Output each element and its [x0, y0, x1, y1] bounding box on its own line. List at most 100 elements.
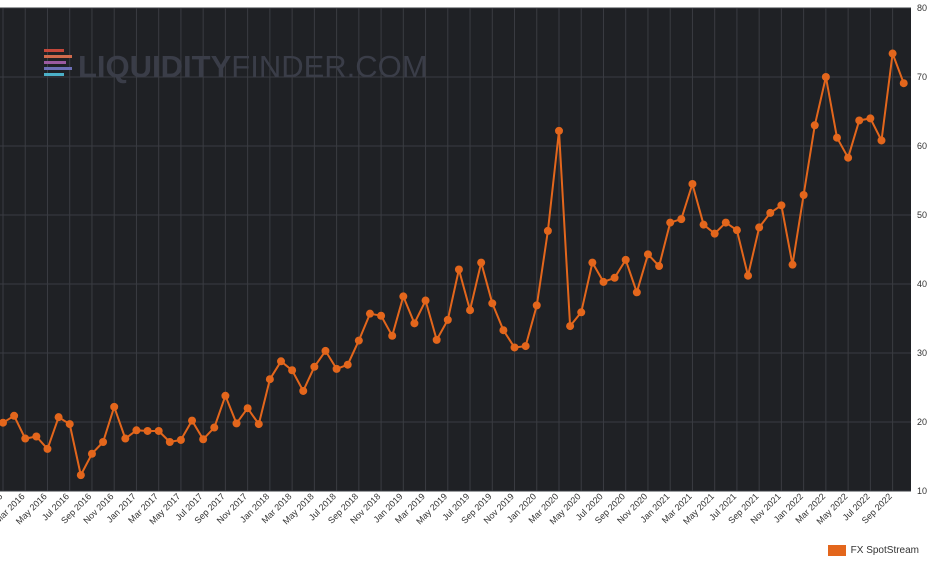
data-point[interactable]	[655, 262, 664, 271]
data-point[interactable]	[521, 342, 530, 351]
data-point[interactable]	[154, 426, 163, 435]
svg-text:LIQUIDITYFINDER.COM: LIQUIDITYFINDER.COM	[78, 49, 428, 84]
data-point[interactable]	[666, 218, 675, 227]
data-point[interactable]	[265, 375, 274, 384]
data-point[interactable]	[454, 265, 463, 274]
data-point[interactable]	[710, 229, 719, 238]
data-point[interactable]	[788, 260, 797, 269]
data-point[interactable]	[354, 336, 363, 345]
data-point[interactable]	[21, 434, 30, 443]
data-point[interactable]	[721, 218, 730, 227]
data-point[interactable]	[599, 277, 608, 286]
data-point[interactable]	[176, 435, 185, 444]
series-fx-spotstream	[0, 49, 908, 480]
data-point[interactable]	[299, 386, 308, 395]
data-point[interactable]	[744, 271, 753, 280]
watermark-text-finder: FINDER	[231, 49, 346, 84]
data-point[interactable]	[343, 360, 352, 369]
data-point[interactable]	[510, 343, 519, 352]
data-point[interactable]	[188, 416, 197, 425]
y-axis: 10 20 30 40 50 60 70 80	[917, 3, 927, 496]
data-point[interactable]	[99, 438, 108, 447]
data-point[interactable]	[688, 179, 697, 188]
data-point[interactable]	[43, 444, 52, 453]
data-point[interactable]	[221, 391, 230, 400]
data-point[interactable]	[143, 426, 152, 435]
data-point[interactable]	[821, 73, 830, 81]
data-point[interactable]	[899, 79, 908, 88]
data-point[interactable]	[210, 423, 219, 432]
data-point[interactable]	[555, 126, 563, 135]
data-point[interactable]	[844, 153, 853, 162]
y-tick-label: 40	[917, 279, 927, 289]
data-point[interactable]	[577, 308, 586, 317]
data-point[interactable]	[643, 250, 652, 259]
data-point[interactable]	[766, 208, 775, 217]
data-point[interactable]	[332, 364, 341, 373]
data-point[interactable]	[0, 418, 7, 427]
data-point[interactable]	[254, 420, 263, 429]
watermark: LIQUIDITYFINDER.COM	[44, 49, 428, 84]
data-point[interactable]	[277, 357, 285, 366]
data-point[interactable]	[410, 319, 419, 328]
data-point[interactable]	[732, 226, 741, 235]
data-point[interactable]	[699, 220, 708, 229]
series-line	[2, 52, 905, 477]
watermark-text-liquidity: LIQUIDITY	[78, 49, 232, 84]
data-point[interactable]	[833, 133, 841, 142]
y-tick-label: 60	[917, 141, 927, 151]
data-point[interactable]	[199, 435, 208, 444]
data-point[interactable]	[877, 136, 886, 145]
data-point[interactable]	[466, 306, 475, 315]
data-point[interactable]	[855, 116, 864, 125]
y-tick-label: 80	[917, 3, 927, 13]
legend-swatch	[827, 545, 846, 556]
data-point[interactable]	[477, 258, 486, 267]
y-tick-label: 70	[917, 72, 927, 82]
data-point[interactable]	[76, 471, 85, 480]
data-point[interactable]	[243, 404, 252, 413]
data-point[interactable]	[121, 434, 130, 443]
data-point[interactable]	[132, 426, 141, 435]
y-tick-label: 50	[917, 210, 927, 220]
data-point[interactable]	[432, 335, 441, 344]
data-point[interactable]	[888, 49, 897, 58]
data-point[interactable]	[632, 288, 641, 297]
data-point[interactable]	[110, 402, 119, 411]
data-point[interactable]	[421, 296, 430, 305]
data-point[interactable]	[543, 226, 552, 235]
y-tick-label: 10	[917, 486, 927, 496]
data-point[interactable]	[588, 258, 597, 267]
data-point[interactable]	[399, 292, 408, 301]
data-point[interactable]	[321, 346, 330, 355]
data-point[interactable]	[288, 366, 297, 375]
data-point[interactable]	[87, 449, 96, 458]
data-point[interactable]	[32, 432, 41, 441]
data-point[interactable]	[566, 322, 575, 331]
data-point[interactable]	[310, 362, 319, 371]
data-point[interactable]	[610, 273, 619, 282]
data-point[interactable]	[677, 215, 686, 224]
data-point[interactable]	[10, 411, 19, 420]
data-point[interactable]	[443, 315, 452, 324]
watermark-text-com: .COM	[347, 49, 428, 84]
data-point[interactable]	[365, 309, 374, 318]
data-point[interactable]	[799, 190, 808, 199]
legend[interactable]: FX SpotStream	[827, 545, 919, 556]
data-point[interactable]	[165, 438, 174, 447]
data-point[interactable]	[777, 201, 786, 210]
data-point[interactable]	[54, 413, 63, 422]
data-point[interactable]	[388, 331, 397, 340]
data-point[interactable]	[755, 223, 764, 232]
data-point[interactable]	[377, 311, 386, 320]
y-tick-label: 20	[917, 417, 927, 427]
data-point[interactable]	[232, 419, 241, 428]
data-point[interactable]	[621, 255, 630, 264]
data-point[interactable]	[532, 301, 541, 310]
data-point[interactable]	[65, 420, 74, 429]
data-point[interactable]	[810, 121, 819, 130]
data-point[interactable]	[866, 114, 875, 123]
data-point[interactable]	[499, 326, 508, 335]
data-point[interactable]	[488, 299, 497, 308]
